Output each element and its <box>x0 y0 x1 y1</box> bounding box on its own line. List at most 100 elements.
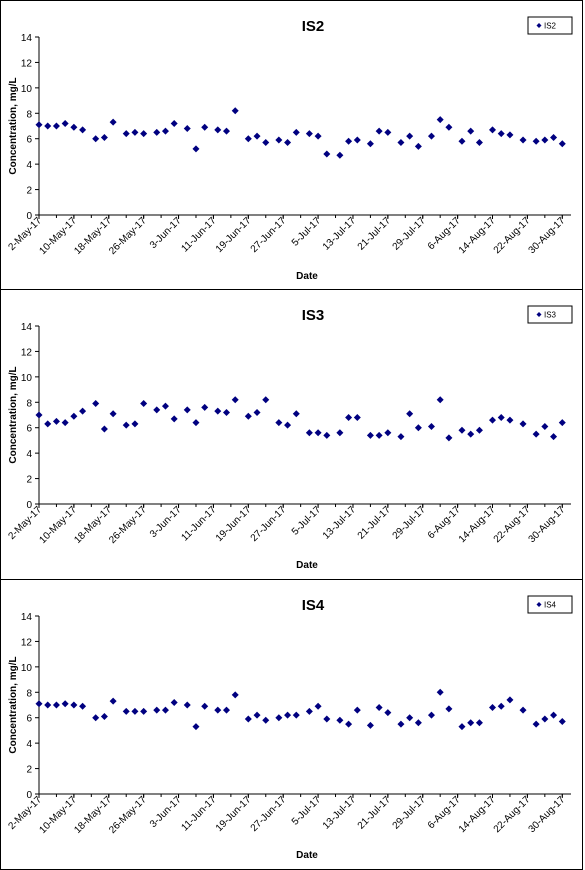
data-point <box>458 426 466 434</box>
data-point <box>292 128 300 136</box>
data-point <box>519 136 527 144</box>
data-point <box>519 420 527 428</box>
data-point <box>519 706 527 714</box>
data-point <box>336 716 344 724</box>
data-point <box>375 431 383 439</box>
data-point <box>44 701 52 709</box>
data-point <box>214 126 222 134</box>
data-point <box>489 416 497 424</box>
data-point <box>506 696 514 704</box>
x-tick-label: 29-Jul-17 <box>391 215 429 253</box>
x-tick-label: 19-Jun-17 <box>214 504 254 544</box>
y-tick-label: 14 <box>21 33 33 44</box>
data-point <box>161 402 169 410</box>
data-point <box>314 702 322 710</box>
x-tick-label: 13-Jul-17 <box>321 794 359 832</box>
data-point <box>323 715 331 723</box>
data-point <box>345 137 353 145</box>
data-point <box>541 136 549 144</box>
data-point <box>244 135 252 143</box>
y-tick-label: 12 <box>21 347 33 358</box>
chart-title: IS3 <box>302 307 325 324</box>
data-point <box>140 400 148 408</box>
data-point <box>61 119 69 127</box>
data-point <box>353 414 361 422</box>
data-point <box>52 122 60 130</box>
data-point <box>275 419 283 427</box>
chart-is4: IS4024681012142-May-1710-May-1718-May-17… <box>6 595 573 861</box>
legend-box <box>527 16 573 35</box>
data-point <box>558 419 566 427</box>
data-point <box>244 412 252 420</box>
y-tick-label: 10 <box>21 663 33 674</box>
x-tick-label: 22-Aug-17 <box>492 794 533 835</box>
data-point <box>475 719 483 727</box>
y-tick-label: 0 <box>26 211 32 222</box>
data-point <box>305 130 313 138</box>
data-point <box>122 130 130 138</box>
data-point <box>192 145 200 153</box>
data-point <box>336 429 344 437</box>
data-point <box>253 711 261 719</box>
data-point <box>292 410 300 418</box>
data-point <box>223 408 231 416</box>
x-tick-label: 14-Aug-17 <box>457 215 498 256</box>
data-point <box>122 707 130 715</box>
data-point <box>414 424 422 432</box>
data-point <box>541 422 549 430</box>
data-point <box>558 140 566 148</box>
data-point <box>375 127 383 135</box>
data-point <box>192 419 200 427</box>
x-tick-label: 27-Jun-17 <box>249 794 289 834</box>
x-tick-label: 13-Jul-17 <box>321 215 359 253</box>
legend: IS4 <box>527 595 573 614</box>
data-point <box>397 720 405 728</box>
data-point <box>153 128 161 136</box>
data-point <box>284 421 292 429</box>
data-point <box>336 151 344 159</box>
legend-box <box>527 305 573 324</box>
y-tick-label: 14 <box>21 322 33 333</box>
data-point <box>109 697 117 705</box>
chart-title: IS2 <box>302 18 325 35</box>
data-point <box>61 419 69 427</box>
data-point <box>292 711 300 719</box>
data-point <box>445 434 453 442</box>
data-point <box>262 716 270 724</box>
data-point <box>52 701 60 709</box>
data-point <box>35 700 43 708</box>
data-point <box>284 711 292 719</box>
data-point <box>284 139 292 147</box>
data-point <box>314 429 322 437</box>
y-axis-label: Concentration, mg/L <box>8 656 19 753</box>
data-point <box>214 706 222 714</box>
chart-title: IS4 <box>302 597 325 614</box>
data-point <box>414 142 422 150</box>
data-point <box>35 121 43 129</box>
y-tick-label: 0 <box>26 500 32 511</box>
x-tick-label: 30-Aug-17 <box>527 504 568 545</box>
legend-marker <box>536 23 542 28</box>
legend-marker <box>536 312 542 317</box>
data-point <box>550 711 558 719</box>
data-point <box>532 137 540 145</box>
data-point <box>427 132 435 140</box>
data-point <box>275 136 283 144</box>
data-point <box>170 119 178 127</box>
data-point <box>323 431 331 439</box>
x-tick-label: 29-Jul-17 <box>391 794 429 832</box>
data-point <box>436 396 444 404</box>
data-point <box>70 701 78 709</box>
x-tick-label: 11-Jun-17 <box>179 215 218 254</box>
data-point <box>183 701 191 709</box>
legend: IS3 <box>527 305 573 324</box>
y-tick-label: 6 <box>26 424 32 435</box>
data-point <box>305 707 313 715</box>
data-point <box>262 396 270 404</box>
x-axis-label: Date <box>296 850 318 861</box>
y-tick-label: 8 <box>26 398 32 409</box>
data-point <box>506 131 514 139</box>
data-point <box>467 127 475 135</box>
data-point <box>183 125 191 133</box>
legend: IS2 <box>527 16 573 35</box>
